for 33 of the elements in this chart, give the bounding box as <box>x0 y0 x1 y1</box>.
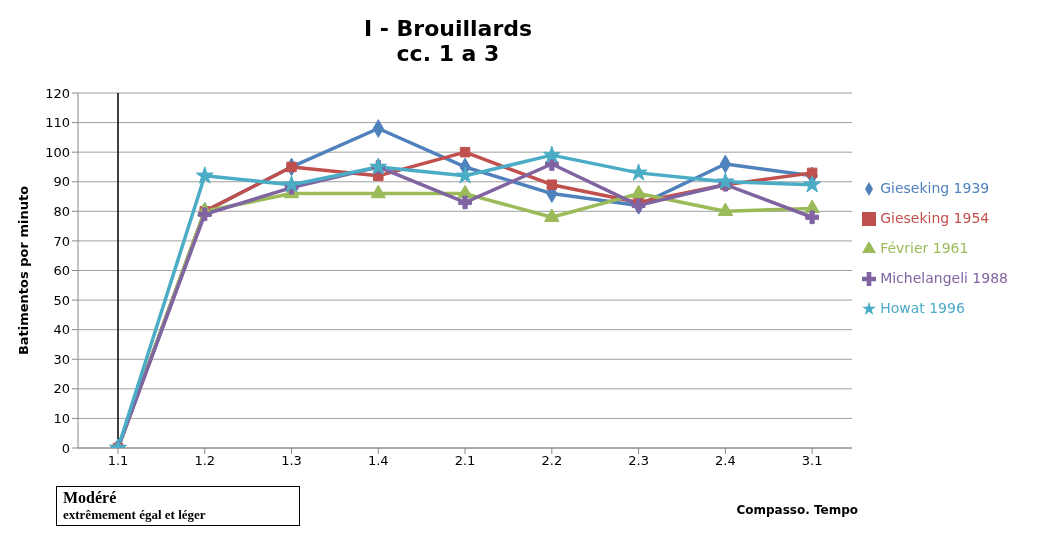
y-tick-label: 50 <box>53 292 70 308</box>
legend-label: Février 1961 <box>880 240 969 256</box>
y-tick-label: 120 <box>45 85 70 101</box>
y-tick-label: 100 <box>45 144 70 160</box>
legend-label: Michelangeli 1988 <box>880 270 1008 286</box>
chart-subtitle: cc. 1 a 3 <box>395 41 501 66</box>
y-tick-label: 40 <box>53 322 70 338</box>
chart-title: I - Brouillards <box>362 16 534 41</box>
x-tick-label: 2.3 <box>628 453 649 469</box>
legend-label: Howat 1996 <box>880 300 965 316</box>
x-tick-label: 1.3 <box>281 453 302 469</box>
legend-label: Gieseking 1954 <box>880 210 990 226</box>
y-tick-label: 80 <box>53 203 70 219</box>
x-tick-label: 1.2 <box>194 453 216 469</box>
x-tick-label: 3.1 <box>801 453 823 469</box>
x-tick-label: 2.2 <box>541 453 563 469</box>
y-tick-label: 20 <box>53 381 70 397</box>
x-tick-label: 2.4 <box>715 453 736 469</box>
x-axis-title: Compasso. Tempo <box>736 503 858 517</box>
y-tick-label: 10 <box>53 411 70 427</box>
y-tick-label: 70 <box>53 233 70 249</box>
y-tick-label: 0 <box>61 440 70 456</box>
x-tick-label: 1.4 <box>367 453 389 469</box>
y-tick-label: 30 <box>53 351 70 367</box>
text: extrêmement égal et léger <box>63 507 207 523</box>
legend-label: Gieseking 1939 <box>880 180 990 196</box>
text: Modéré <box>63 489 118 507</box>
y-tick-label: 90 <box>53 174 70 190</box>
y-tick-label: 110 <box>45 115 70 131</box>
y-tick-label: 60 <box>53 263 70 279</box>
x-tick-label: 1.1 <box>107 453 129 469</box>
y-axis-title: Batimentos por minuto <box>15 185 31 356</box>
x-tick-label: 2.1 <box>454 453 476 469</box>
